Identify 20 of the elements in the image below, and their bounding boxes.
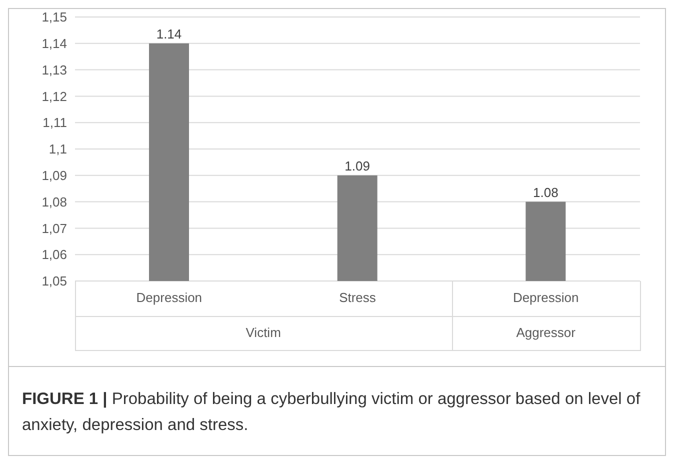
y-tick-label: 1,12 xyxy=(42,88,67,104)
data-label: 1.09 xyxy=(344,158,370,174)
y-tick-label: 1,07 xyxy=(42,220,67,236)
text: Aggressor xyxy=(515,325,576,340)
text: Victim xyxy=(244,325,282,340)
y-tick-label: 1,09 xyxy=(42,168,67,184)
caption: FIGURE 1 | Probability of being a cyberbullying victim or aggressor based on level of anxiety, depression and stress. xyxy=(22,389,642,436)
data-label: 1.08 xyxy=(533,184,558,200)
y-tick-label: 1,14 xyxy=(42,36,67,52)
y-tick-label: 1,11 xyxy=(42,115,67,130)
y-tick-label: 1,15 xyxy=(42,10,67,25)
y-tick-label: 1,1 xyxy=(48,142,67,157)
x-tick-label: Stress xyxy=(338,290,377,305)
y-tick-label: 1,13 xyxy=(42,62,67,78)
y-tick-label: 1,05 xyxy=(42,274,67,289)
y-tick-label: 1,06 xyxy=(42,247,67,262)
x-tick-label: Depression xyxy=(512,290,580,305)
y-tick-label: 1,08 xyxy=(42,194,67,210)
x-tick-label: Depression xyxy=(135,290,204,305)
data-label: 1.14 xyxy=(156,26,182,42)
